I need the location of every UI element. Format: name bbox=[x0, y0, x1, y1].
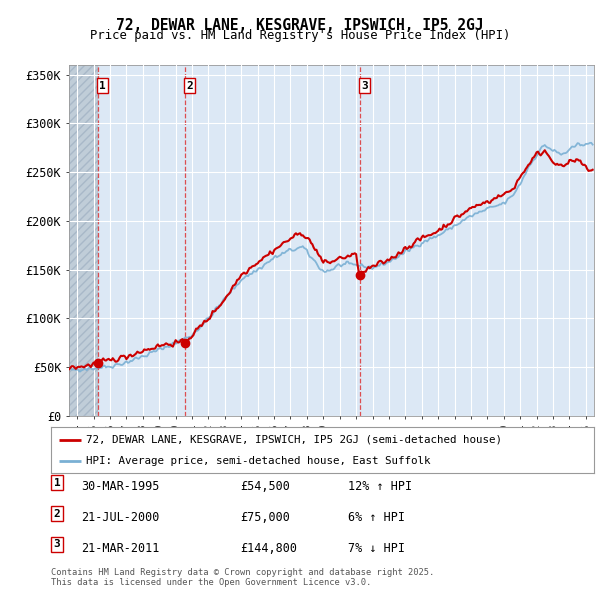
Text: 3: 3 bbox=[361, 81, 368, 91]
Text: Price paid vs. HM Land Registry's House Price Index (HPI): Price paid vs. HM Land Registry's House … bbox=[90, 30, 510, 42]
Text: 7% ↓ HPI: 7% ↓ HPI bbox=[348, 542, 405, 555]
Text: £144,800: £144,800 bbox=[240, 542, 297, 555]
Text: 72, DEWAR LANE, KESGRAVE, IPSWICH, IP5 2GJ: 72, DEWAR LANE, KESGRAVE, IPSWICH, IP5 2… bbox=[116, 18, 484, 32]
Text: 1: 1 bbox=[53, 478, 61, 488]
Text: 6% ↑ HPI: 6% ↑ HPI bbox=[348, 511, 405, 524]
Text: 3: 3 bbox=[53, 539, 61, 549]
Text: 21-MAR-2011: 21-MAR-2011 bbox=[81, 542, 160, 555]
Text: 12% ↑ HPI: 12% ↑ HPI bbox=[348, 480, 412, 493]
Text: Contains HM Land Registry data © Crown copyright and database right 2025.
This d: Contains HM Land Registry data © Crown c… bbox=[51, 568, 434, 587]
Text: 21-JUL-2000: 21-JUL-2000 bbox=[81, 511, 160, 524]
Text: 2: 2 bbox=[53, 509, 61, 519]
Bar bbox=[69, 65, 98, 416]
Text: 72, DEWAR LANE, KESGRAVE, IPSWICH, IP5 2GJ (semi-detached house): 72, DEWAR LANE, KESGRAVE, IPSWICH, IP5 2… bbox=[86, 435, 502, 445]
Text: HPI: Average price, semi-detached house, East Suffolk: HPI: Average price, semi-detached house,… bbox=[86, 455, 431, 466]
Text: 30-MAR-1995: 30-MAR-1995 bbox=[81, 480, 160, 493]
Text: 1: 1 bbox=[100, 81, 106, 91]
Text: £54,500: £54,500 bbox=[240, 480, 290, 493]
Text: 2: 2 bbox=[187, 81, 193, 91]
Text: £75,000: £75,000 bbox=[240, 511, 290, 524]
